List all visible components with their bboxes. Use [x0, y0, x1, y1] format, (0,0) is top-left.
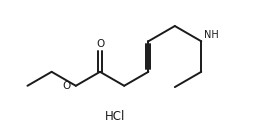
Text: HCl: HCl: [105, 110, 125, 123]
Text: O: O: [96, 39, 104, 49]
Text: NH: NH: [204, 30, 219, 40]
Text: O: O: [63, 81, 71, 91]
